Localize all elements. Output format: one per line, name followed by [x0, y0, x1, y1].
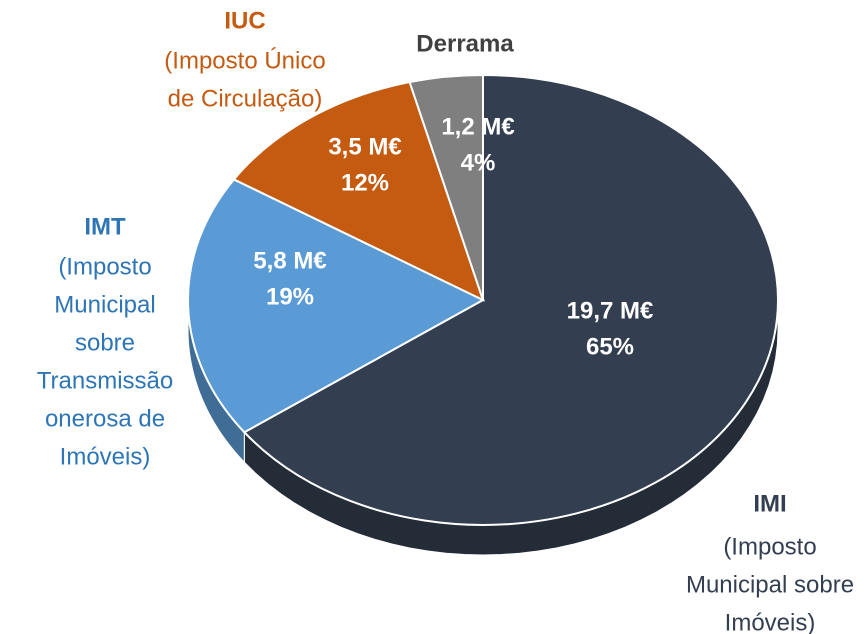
value-label: 12% — [341, 169, 389, 196]
slice — [187, 178, 486, 434]
category-description: sobre — [75, 329, 135, 356]
slice — [408, 73, 484, 301]
category-description: Municipal sobre — [686, 571, 854, 598]
category-description: Imóveis) — [60, 443, 151, 470]
value-label: 4% — [461, 149, 496, 176]
category-description: Transmissão — [37, 367, 173, 394]
category-description: onerosa de — [45, 405, 165, 432]
amount-label: 3,5 M€ — [328, 133, 401, 160]
category-description: de Circulação) — [168, 85, 323, 112]
category-description: Imóveis) — [725, 609, 816, 634]
category-description: Municipal — [54, 291, 155, 318]
category-label: Derrama — [416, 30, 514, 57]
category-description: (Imposto — [58, 253, 151, 280]
value-label: 19% — [266, 283, 314, 310]
category-description: (Imposto Único — [164, 47, 325, 74]
category-label: IMI — [753, 490, 786, 517]
slice — [242, 73, 779, 526]
amount-label: 5,8 M€ — [253, 247, 326, 274]
category-description: (Imposto — [723, 533, 816, 560]
value-label: 65% — [586, 333, 634, 360]
category-label: IMT — [84, 213, 126, 240]
category-label: IUC — [224, 7, 265, 34]
amount-label: 19,7 M€ — [567, 297, 654, 324]
amount-label: 1,2 M€ — [441, 113, 514, 140]
slice — [232, 80, 485, 302]
